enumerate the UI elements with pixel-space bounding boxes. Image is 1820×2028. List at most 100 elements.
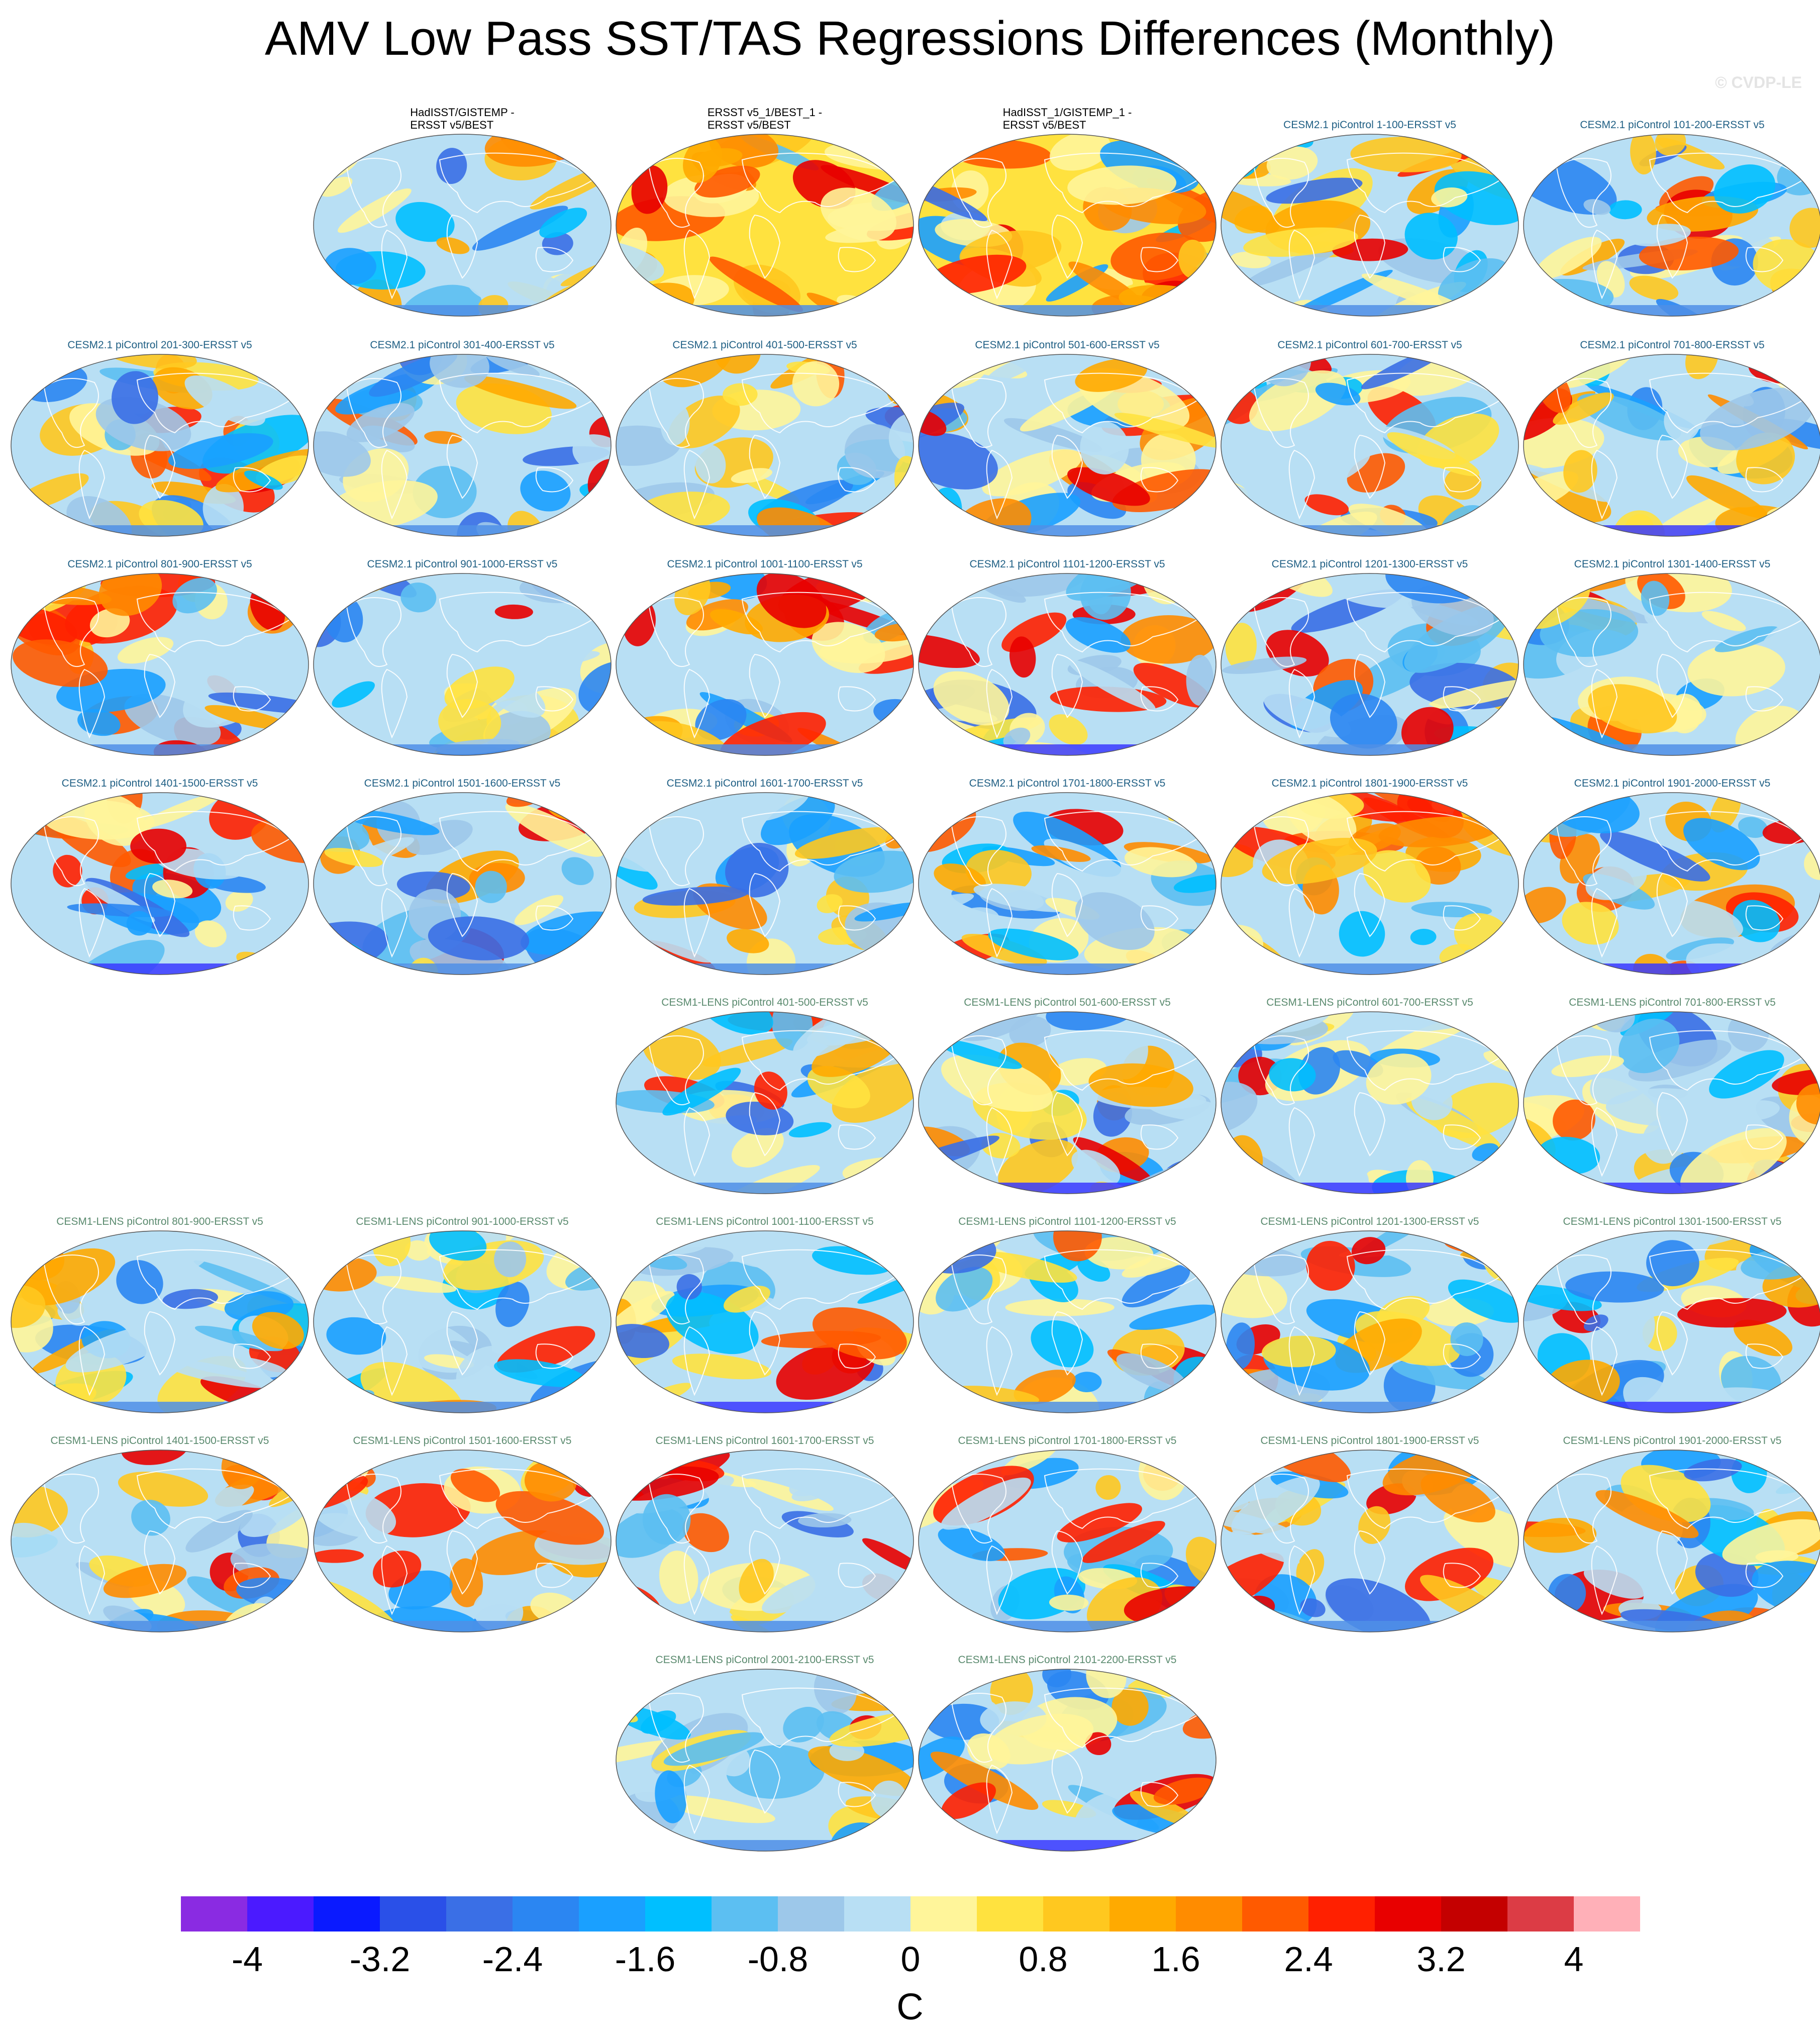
map-panel: CESM1-LENS piControl 401-500-ERSST v5 — [614, 981, 916, 1194]
panel-title: CESM1-LENS piControl 601-700-ERSST v5 — [1266, 997, 1473, 1008]
panel-title: CESM2.1 piControl 1-100-ERSST v5 — [1283, 119, 1456, 131]
panel-title: CESM1-LENS piControl 801-900-ERSST v5 — [56, 1216, 263, 1227]
map-panel: CESM2.1 piControl 1901-2000-ERSST v5 — [1522, 761, 1820, 975]
colorbar-swatch — [844, 1896, 911, 1932]
map-panel: CESM2.1 piControl 501-600-ERSST v5 — [917, 323, 1218, 537]
panel-title: CESM2.1 piControl 501-600-ERSST v5 — [975, 339, 1160, 351]
map-panel: HadISST/GISTEMP - ERSST v5/BEST — [312, 103, 613, 317]
panel-title: CESM2.1 piControl 1301-1400-ERSST v5 — [1574, 558, 1771, 570]
panel-title: CESM2.1 piControl 1001-1100-ERSST v5 — [667, 558, 863, 570]
map-panel: CESM2.1 piControl 601-700-ERSST v5 — [1219, 323, 1521, 537]
global-map — [616, 1011, 914, 1194]
global-map — [11, 1450, 309, 1632]
colorbar-tick-label: 3.2 — [1417, 1940, 1466, 1979]
global-map — [918, 573, 1217, 756]
global-map — [1523, 1011, 1820, 1194]
map-panel: CESM2.1 piControl 1001-1100-ERSST v5 — [614, 542, 916, 756]
map-panel: CESM2.1 piControl 801-900-ERSST v5 — [9, 542, 311, 756]
colorbar — [181, 1896, 1640, 1932]
global-map — [1221, 1450, 1519, 1632]
panel-title: CESM1-LENS piControl 1201-1300-ERSST v5 — [1260, 1216, 1479, 1227]
panel-title: CESM2.1 piControl 801-900-ERSST v5 — [67, 558, 252, 570]
global-map — [1523, 1230, 1820, 1413]
map-panel: CESM2.1 piControl 1701-1800-ERSST v5 — [917, 761, 1218, 975]
panel-title: CESM1-LENS piControl 501-600-ERSST v5 — [964, 997, 1171, 1008]
colorbar-swatch — [977, 1896, 1044, 1932]
map-panel: CESM1-LENS piControl 901-1000-ERSST v5 — [312, 1200, 613, 1413]
global-map — [1523, 354, 1820, 537]
global-map — [1523, 1450, 1820, 1632]
map-panel: CESM1-LENS piControl 1401-1500-ERSST v5 — [9, 1419, 311, 1632]
map-panel: CESM2.1 piControl 901-1000-ERSST v5 — [312, 542, 613, 756]
panel-title: HadISST/GISTEMP - ERSST v5/BEST — [410, 106, 515, 131]
colorbar-swatch — [513, 1896, 579, 1932]
map-panel: CESM1-LENS piControl 2001-2100-ERSST v5 — [614, 1638, 916, 1852]
global-map — [313, 1450, 612, 1632]
map-panel: CESM1-LENS piControl 1901-2000-ERSST v5 — [1522, 1419, 1820, 1632]
map-panel: HadISST_1/GISTEMP_1 - ERSST v5/BEST — [917, 103, 1218, 317]
panel-title: CESM1-LENS piControl 1701-1800-ERSST v5 — [958, 1435, 1177, 1446]
panel-title: CESM1-LENS piControl 2001-2100-ERSST v5 — [655, 1654, 874, 1666]
colorbar-swatch — [1043, 1896, 1110, 1932]
global-map — [11, 792, 309, 975]
map-panel: CESM2.1 piControl 401-500-ERSST v5 — [614, 323, 916, 537]
panel-title: CESM2.1 piControl 1101-1200-ERSST v5 — [969, 558, 1165, 570]
panel-title: HadISST_1/GISTEMP_1 - ERSST v5/BEST — [1002, 106, 1132, 131]
colorbar-tick-label: 2.4 — [1284, 1940, 1333, 1979]
panel-title: CESM1-LENS piControl 1601-1700-ERSST v5 — [655, 1435, 874, 1446]
colorbar-tick-label: 0 — [900, 1940, 921, 1979]
watermark: © CVDP-LE — [1715, 73, 1802, 91]
colorbar-swatch — [314, 1896, 380, 1932]
map-panel: CESM2.1 piControl 701-800-ERSST v5 — [1522, 323, 1820, 537]
map-panel: CESM1-LENS piControl 701-800-ERSST v5 — [1522, 981, 1820, 1194]
panel-title: CESM2.1 piControl 401-500-ERSST v5 — [672, 339, 857, 351]
global-map — [616, 1669, 914, 1852]
map-panel: CESM1-LENS piControl 1601-1700-ERSST v5 — [614, 1419, 916, 1632]
map-panel: CESM2.1 piControl 1-100-ERSST v5 — [1219, 103, 1521, 317]
colorbar-tick-label: -2.4 — [482, 1940, 543, 1979]
panel-title: CESM2.1 piControl 1401-1500-ERSST v5 — [61, 778, 258, 789]
map-panel: ERSST v5_1/BEST_1 - ERSST v5/BEST — [614, 103, 916, 317]
panel-title: CESM1-LENS piControl 1401-1500-ERSST v5 — [50, 1435, 269, 1446]
global-map — [1221, 134, 1519, 317]
panel-title: CESM1-LENS piControl 1101-1200-ERSST v5 — [958, 1216, 1176, 1227]
map-panel: CESM1-LENS piControl 1201-1300-ERSST v5 — [1219, 1200, 1521, 1413]
panel-title: CESM1-LENS piControl 901-1000-ERSST v5 — [356, 1216, 569, 1227]
panel-title: CESM2.1 piControl 1201-1300-ERSST v5 — [1271, 558, 1468, 570]
global-map — [1523, 134, 1820, 317]
colorbar-swatch — [712, 1896, 778, 1932]
colorbar-swatch — [1375, 1896, 1442, 1932]
global-map — [313, 134, 612, 317]
global-map — [313, 354, 612, 537]
colorbar-tick-label: -3.2 — [349, 1940, 411, 1979]
map-panel: CESM1-LENS piControl 801-900-ERSST v5 — [9, 1200, 311, 1413]
map-panel: CESM1-LENS piControl 601-700-ERSST v5 — [1219, 981, 1521, 1194]
map-panel: CESM1-LENS piControl 501-600-ERSST v5 — [917, 981, 1218, 1194]
colorbar-swatch — [247, 1896, 314, 1932]
global-map — [11, 573, 309, 756]
global-map — [616, 1230, 914, 1413]
global-map — [11, 1230, 309, 1413]
panel-title: CESM1-LENS piControl 1001-1100-ERSST v5 — [656, 1216, 874, 1227]
panel-title: CESM2.1 piControl 301-400-ERSST v5 — [370, 339, 555, 351]
map-panel: CESM1-LENS piControl 1801-1900-ERSST v5 — [1219, 1419, 1521, 1632]
global-map — [313, 1230, 612, 1413]
global-map — [918, 1011, 1217, 1194]
map-panel: CESM2.1 piControl 201-300-ERSST v5 — [9, 323, 311, 537]
panel-title: CESM1-LENS piControl 1301-1500-ERSST v5 — [1563, 1216, 1782, 1227]
colorbar-swatch — [380, 1896, 447, 1932]
colorbar-swatch — [579, 1896, 646, 1932]
colorbar-swatch — [1574, 1896, 1640, 1932]
map-panel: CESM1-LENS piControl 2101-2200-ERSST v5 — [917, 1638, 1218, 1852]
panel-title: CESM2.1 piControl 201-300-ERSST v5 — [67, 339, 252, 351]
map-panel: CESM2.1 piControl 301-400-ERSST v5 — [312, 323, 613, 537]
map-panel: CESM2.1 piControl 1801-1900-ERSST v5 — [1219, 761, 1521, 975]
global-map — [11, 354, 309, 537]
global-map — [1221, 1011, 1519, 1194]
colorbar-swatch — [1109, 1896, 1176, 1932]
panel-title: CESM2.1 piControl 101-200-ERSST v5 — [1580, 119, 1765, 131]
panel-title: CESM2.1 piControl 1701-1800-ERSST v5 — [969, 778, 1166, 789]
map-panel: CESM1-LENS piControl 1701-1800-ERSST v5 — [917, 1419, 1218, 1632]
colorbar-swatch — [1441, 1896, 1508, 1932]
global-map — [1221, 1230, 1519, 1413]
